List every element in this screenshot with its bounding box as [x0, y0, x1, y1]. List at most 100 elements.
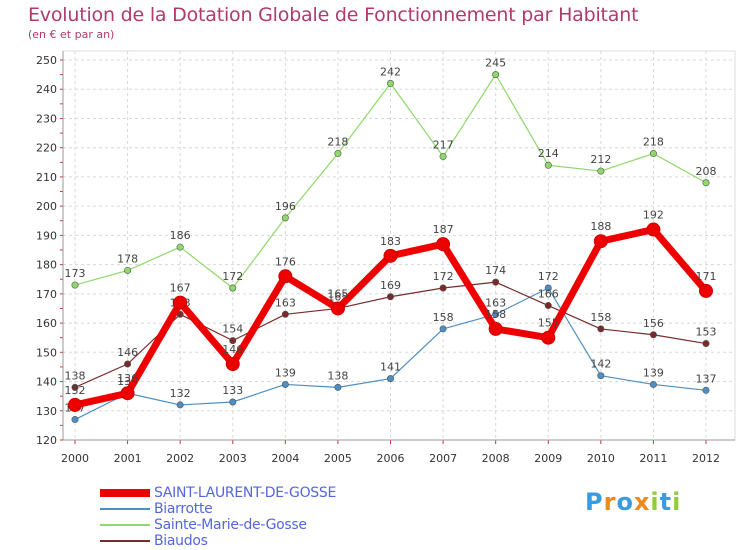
legend-label: Sainte-Marie-de-Gosse	[154, 517, 307, 533]
data-point-biarrotte-2004	[281, 380, 289, 388]
data-label-biarrotte-2010: 142	[590, 358, 611, 371]
data-label-saint-laurent-de-gosse-2010: 188	[590, 220, 611, 233]
data-label-biaudos-2007: 172	[433, 270, 454, 283]
data-label-biarrotte-2003: 133	[222, 384, 243, 397]
legend-swatch	[100, 540, 150, 542]
x-tick-label-2009: 2009	[534, 452, 562, 465]
y-tick-label-140: 140	[36, 376, 57, 389]
x-tick-label-2008: 2008	[482, 452, 510, 465]
data-label-saint-laurent-de-gosse-2002: 167	[170, 282, 191, 295]
data-point-biarrotte-2002	[176, 401, 184, 409]
y-tick-label-120: 120	[36, 434, 57, 447]
data-point-saint-laurent-de-gosse-2012	[699, 283, 713, 298]
y-tick-label-240: 240	[36, 83, 57, 96]
data-point-saint-laurent-de-gosse-2006	[383, 248, 398, 263]
x-tick-label-2012: 2012	[692, 452, 720, 465]
x-tick-label-2007: 2007	[429, 452, 457, 465]
y-tick-label-150: 150	[36, 346, 57, 359]
data-label-sainte-marie-de-gosse-2005: 218	[327, 136, 348, 149]
data-label-saint-laurent-de-gosse-2011: 192	[643, 209, 664, 222]
y-tick-label-230: 230	[36, 112, 57, 125]
data-label-sainte-marie-de-gosse-2003: 172	[222, 270, 243, 283]
data-label-sainte-marie-de-gosse-2007: 217	[433, 138, 454, 151]
data-point-biaudos-2011	[649, 331, 657, 339]
data-label-saint-laurent-de-gosse-2003: 146	[222, 343, 243, 356]
data-point-biarrotte-2011	[649, 380, 657, 388]
data-point-sainte-marie-de-gosse-2007	[439, 152, 447, 160]
logo-letter: P	[585, 488, 604, 516]
legend-item-biaudos: Biaudos	[100, 533, 208, 549]
data-point-sainte-marie-de-gosse-2011	[649, 150, 657, 158]
data-point-sainte-marie-de-gosse-2006	[386, 79, 394, 87]
x-tick-label-2006: 2006	[377, 452, 405, 465]
chart-title: Evolution de la Dotation Globale de Fonc…	[28, 4, 639, 26]
legend-label: Biaudos	[154, 533, 208, 549]
y-tick-label-160: 160	[36, 317, 57, 330]
data-point-saint-laurent-de-gosse-2007	[436, 237, 451, 252]
data-label-biarrotte-2012: 137	[696, 372, 717, 385]
data-label-biaudos-2008: 174	[485, 264, 506, 277]
data-label-biarrotte-2004: 139	[275, 366, 296, 379]
data-point-biarrotte-2000	[71, 416, 79, 424]
logo-letter: t	[659, 488, 673, 516]
data-point-biaudos-2000	[71, 383, 79, 391]
data-label-saint-laurent-de-gosse-2008: 158	[485, 308, 506, 321]
data-label-saint-laurent-de-gosse-2004: 176	[275, 255, 296, 268]
data-point-saint-laurent-de-gosse-2010	[593, 234, 608, 249]
logo-letter: x	[633, 488, 651, 516]
data-point-saint-laurent-de-gosse-2003	[225, 357, 240, 371]
data-point-biaudos-2008	[492, 278, 500, 286]
data-label-biaudos-2006: 169	[380, 279, 401, 292]
x-tick-label-2003: 2003	[219, 452, 247, 465]
y-tick-label-190: 190	[36, 229, 57, 242]
legend-swatch	[100, 489, 150, 497]
data-point-saint-laurent-de-gosse-2008	[488, 321, 503, 336]
data-label-biarrotte-2009: 172	[538, 270, 559, 283]
data-point-biarrotte-2012	[702, 386, 710, 394]
data-point-biaudos-2010	[597, 325, 605, 333]
legend-label: Biarrotte	[154, 501, 213, 517]
y-tick-label-210: 210	[36, 171, 57, 184]
data-label-saint-laurent-de-gosse-2007: 187	[433, 223, 454, 236]
x-tick-label-2001: 2001	[114, 452, 142, 465]
data-label-saint-laurent-de-gosse-2006: 183	[380, 235, 401, 248]
data-point-sainte-marie-de-gosse-2009	[544, 161, 552, 169]
y-tick-label-200: 200	[36, 200, 57, 213]
x-tick-label-2011: 2011	[639, 452, 667, 465]
data-label-biaudos-2011: 156	[643, 317, 664, 330]
data-label-biaudos-2009: 166	[538, 288, 559, 301]
data-point-biaudos-2007	[439, 284, 447, 292]
data-point-sainte-marie-de-gosse-2001	[124, 266, 132, 274]
proxiti-logo: Proxiti	[585, 488, 681, 516]
data-label-sainte-marie-de-gosse-2008: 245	[485, 57, 506, 70]
x-tick-label-2000: 2000	[61, 452, 89, 465]
data-point-saint-laurent-de-gosse-2009	[541, 330, 556, 345]
data-point-saint-laurent-de-gosse-2001	[120, 386, 135, 401]
data-point-sainte-marie-de-gosse-2004	[281, 214, 289, 222]
data-point-saint-laurent-de-gosse-2000	[68, 397, 82, 412]
data-point-biarrotte-2007	[439, 325, 447, 333]
data-point-saint-laurent-de-gosse-2004	[278, 269, 293, 284]
data-point-saint-laurent-de-gosse-2011	[646, 222, 661, 237]
x-tick-label-2010: 2010	[587, 452, 615, 465]
data-point-sainte-marie-de-gosse-2012	[702, 179, 710, 187]
data-label-saint-laurent-de-gosse-2001: 136	[117, 372, 138, 385]
data-label-biarrotte-2005: 138	[327, 369, 348, 382]
data-label-biarrotte-2002: 132	[170, 387, 191, 400]
data-label-biaudos-2004: 163	[275, 296, 296, 309]
data-point-biarrotte-2005	[334, 383, 342, 391]
data-point-biaudos-2004	[281, 310, 289, 318]
data-label-biaudos-2000: 138	[65, 369, 86, 382]
logo-letter: i	[650, 488, 660, 516]
y-tick-label-220: 220	[36, 142, 57, 155]
data-point-sainte-marie-de-gosse-2008	[492, 71, 500, 79]
data-label-saint-laurent-de-gosse-2012: 171	[696, 270, 717, 283]
data-point-biaudos-2006	[386, 293, 394, 301]
logo-letter: o	[616, 488, 634, 516]
data-point-biaudos-2003	[229, 337, 237, 345]
data-label-sainte-marie-de-gosse-2010: 212	[590, 153, 611, 166]
data-label-biaudos-2010: 158	[590, 311, 611, 324]
data-label-saint-laurent-de-gosse-2000: 132	[65, 384, 86, 397]
